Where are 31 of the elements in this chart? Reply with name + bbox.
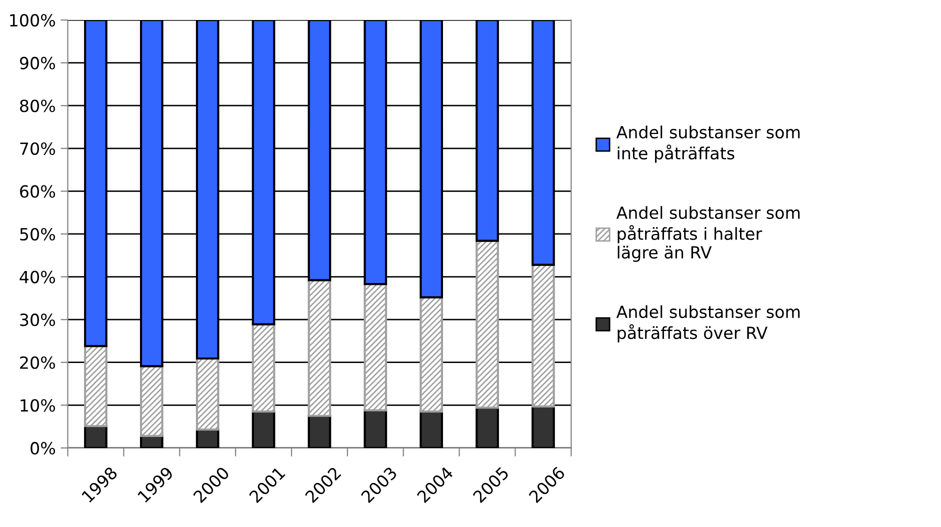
y-tick-label: 60%	[20, 185, 56, 198]
bar	[476, 240, 499, 409]
bar	[84, 425, 108, 448]
bar	[308, 414, 332, 448]
y-tick-label: 10%	[20, 399, 56, 412]
bar	[196, 428, 220, 448]
bar	[140, 365, 164, 438]
bar	[252, 323, 276, 413]
legend-label: Andel substanser som inte påträffats	[616, 126, 800, 163]
y-tick-label: 80%	[20, 100, 56, 112]
bar	[420, 296, 444, 413]
bar	[364, 283, 388, 412]
y-tick-label: 20%	[20, 356, 56, 369]
bar	[252, 410, 276, 448]
y-tick-label: 100%	[10, 14, 56, 27]
y-tick-label: 50%	[20, 228, 56, 241]
bar	[420, 410, 444, 448]
bar	[308, 279, 332, 417]
y-tick-label: 90%	[20, 56, 56, 70]
legend-label: Andel substanser som påträffats över RV	[616, 305, 800, 342]
y-tick-label: 0%	[30, 442, 56, 455]
y-tick-label: 30%	[20, 314, 56, 326]
bar	[532, 405, 555, 448]
y-tick-label: 40%	[20, 270, 56, 284]
y-tick-label: 70%	[20, 142, 56, 155]
bar	[84, 345, 108, 428]
bar	[364, 409, 388, 448]
bar	[532, 264, 555, 408]
bar	[196, 357, 220, 431]
bar	[476, 406, 499, 448]
legend-label: Andel substanser som påträffats i halter lägre än RV	[616, 206, 800, 262]
